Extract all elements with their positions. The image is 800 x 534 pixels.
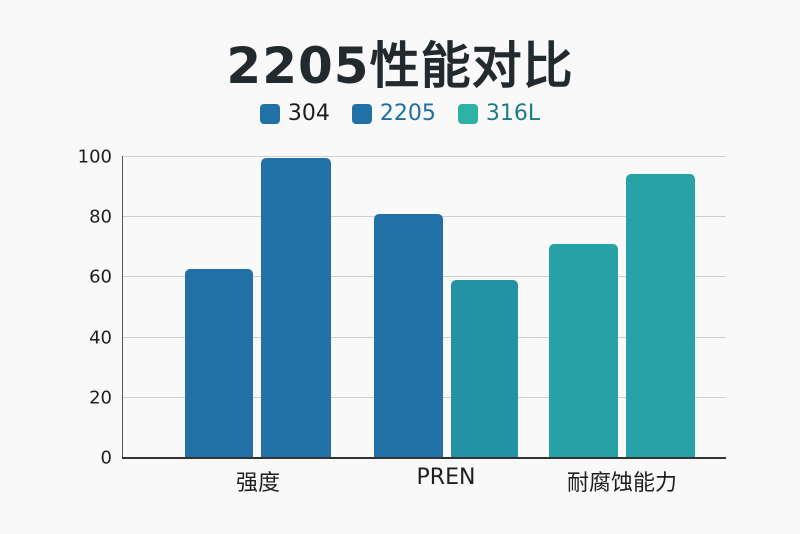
x-axis — [122, 457, 726, 459]
ytick-0: 0 — [100, 447, 112, 469]
bar-strength-304 — [185, 269, 253, 457]
legend-swatch-304 — [259, 103, 280, 124]
xlabel-corrosion: 耐腐蚀能力 — [566, 471, 678, 496]
ytick-100: 100 — [77, 146, 112, 168]
bar-corrosion-304 — [549, 244, 618, 457]
legend-item-2205: 2205 — [351, 101, 436, 126]
xlabel-strength: 强度 — [235, 471, 281, 496]
bar-pren-304 — [374, 214, 443, 457]
legend-item-304: 304 — [259, 101, 330, 126]
legend-swatch-2205 — [351, 103, 372, 124]
gridline-100 — [122, 156, 726, 157]
bar-strength-2205 — [261, 158, 331, 457]
ytick-60: 60 — [89, 266, 112, 288]
ytick-20: 20 — [89, 387, 112, 409]
legend: 304 2205 316L — [0, 101, 800, 126]
xlabel-pren: PREN — [416, 465, 476, 490]
legend-label-316l: 316L — [485, 101, 541, 126]
legend-label-304: 304 — [287, 101, 330, 126]
legend-item-316l: 316L — [457, 101, 541, 126]
bar-corrosion-2205 — [626, 174, 695, 457]
legend-label-2205: 2205 — [379, 101, 436, 126]
y-axis — [122, 156, 123, 458]
legend-swatch-316l — [457, 103, 478, 124]
chart-title: 2205性能对比 — [226, 37, 574, 95]
ytick-40: 40 — [89, 327, 112, 349]
bar-pren-2205 — [451, 280, 518, 457]
ytick-80: 80 — [89, 206, 112, 228]
